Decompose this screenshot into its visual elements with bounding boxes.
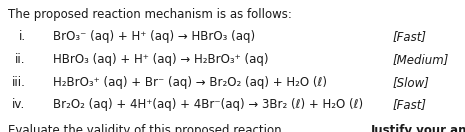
Text: HBrO₃ (aq) + H⁺ (aq) → H₂BrO₃⁺ (aq): HBrO₃ (aq) + H⁺ (aq) → H₂BrO₃⁺ (aq): [53, 53, 269, 66]
Text: H₂BrO₃⁺ (aq) + Br⁻ (aq) → Br₂O₂ (aq) + H₂O (ℓ): H₂BrO₃⁺ (aq) + Br⁻ (aq) → Br₂O₂ (aq) + H…: [53, 76, 327, 89]
Text: i.: i.: [19, 30, 26, 43]
Text: [Medium]: [Medium]: [393, 53, 449, 66]
Text: Br₂O₂ (aq) + 4H⁺(aq) + 4Br⁻(aq) → 3Br₂ (ℓ) + H₂O (ℓ): Br₂O₂ (aq) + 4H⁺(aq) + 4Br⁻(aq) → 3Br₂ (…: [53, 98, 364, 111]
Text: ii.: ii.: [15, 53, 26, 66]
Text: [Slow]: [Slow]: [393, 76, 430, 89]
Text: iii.: iii.: [12, 76, 26, 89]
Text: The proposed reaction mechanism is as follows:: The proposed reaction mechanism is as fo…: [8, 8, 292, 21]
Text: [Fast]: [Fast]: [393, 30, 427, 43]
Text: Justify your answer.: Justify your answer.: [371, 124, 465, 132]
Text: iv.: iv.: [13, 98, 26, 111]
Text: [Fast]: [Fast]: [393, 98, 427, 111]
Text: Evaluate the validity of this proposed reaction.: Evaluate the validity of this proposed r…: [8, 124, 290, 132]
Text: BrO₃⁻ (aq) + H⁺ (aq) → HBrO₃ (aq): BrO₃⁻ (aq) + H⁺ (aq) → HBrO₃ (aq): [53, 30, 256, 43]
